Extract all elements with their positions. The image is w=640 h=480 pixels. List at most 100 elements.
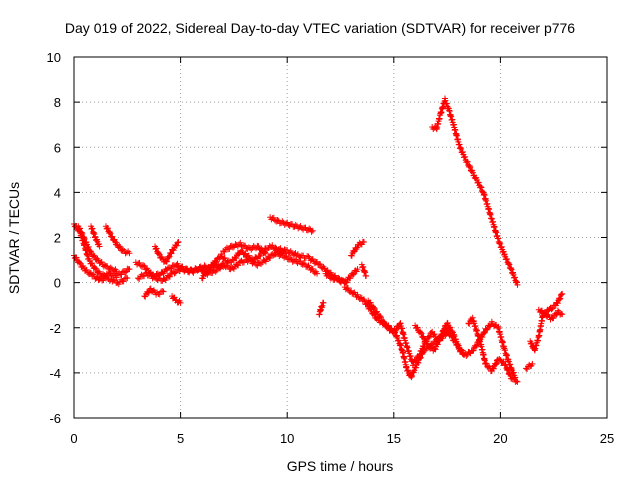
data-point: [107, 230, 114, 237]
series-track-c: [75, 223, 120, 275]
data-point: [118, 271, 125, 278]
series-track-w: [465, 314, 521, 385]
data-point: [175, 239, 182, 246]
data-point: [93, 265, 100, 272]
series-track-p: [316, 299, 327, 318]
x-tick-label: 15: [387, 431, 401, 446]
data-point: [528, 340, 535, 347]
data-point: [270, 214, 277, 221]
data-point: [472, 343, 479, 350]
y-tick-label: -4: [49, 366, 61, 381]
data-point: [559, 290, 566, 297]
data-point: [93, 237, 100, 244]
data-point: [377, 313, 384, 320]
data-point: [91, 253, 98, 260]
data-point: [160, 288, 167, 295]
data-point: [325, 271, 332, 278]
series-track-q: [322, 266, 361, 286]
data-point: [556, 296, 563, 303]
data-point: [86, 269, 93, 276]
data-point: [233, 255, 240, 262]
data-point: [317, 261, 324, 268]
series-track-m: [220, 239, 269, 257]
data-point: [258, 260, 265, 267]
data-point: [238, 247, 245, 254]
data-point: [136, 259, 143, 266]
series-track-b: [71, 252, 131, 288]
data-point: [424, 341, 431, 348]
series-track-z: [527, 290, 566, 354]
data-point: [120, 246, 127, 253]
data-point: [126, 266, 133, 273]
data-point: [408, 374, 415, 381]
series-track-i: [152, 239, 182, 265]
data-point: [501, 251, 508, 258]
data-point: [76, 259, 83, 266]
data-point: [513, 378, 520, 385]
data-point: [542, 310, 549, 317]
data-point: [557, 292, 564, 299]
data-point: [378, 314, 385, 321]
data-point: [117, 244, 124, 251]
data-point: [136, 275, 143, 282]
data-point: [262, 258, 269, 265]
data-point: [87, 248, 94, 255]
data-point: [473, 342, 480, 349]
y-tick-label: 0: [54, 276, 61, 291]
data-point: [417, 329, 424, 336]
data-point: [278, 247, 285, 254]
y-tick-label: -6: [49, 411, 61, 426]
data-point: [502, 361, 509, 368]
data-point: [410, 368, 417, 375]
data-point: [225, 263, 232, 270]
data-point: [558, 310, 565, 317]
data-point: [415, 354, 422, 361]
data-point: [262, 250, 269, 257]
data-point: [554, 300, 561, 307]
data-point: [287, 255, 294, 262]
series-track-aa: [535, 306, 566, 323]
data-point: [123, 249, 130, 256]
data-point: [500, 358, 507, 365]
data-point: [147, 285, 154, 292]
series-track-e: [102, 223, 133, 257]
data-point: [120, 278, 127, 285]
data-point: [414, 324, 421, 331]
data-point: [506, 371, 513, 378]
series-track-f: [132, 259, 212, 280]
data-point: [464, 158, 471, 165]
data-point: [309, 265, 316, 272]
data-point: [156, 291, 163, 298]
data-point: [367, 299, 374, 306]
data-point: [409, 372, 416, 379]
data-point: [554, 307, 561, 314]
data-point: [434, 341, 441, 348]
data-point: [418, 348, 425, 355]
data-point: [370, 304, 377, 311]
data-point: [348, 252, 355, 259]
data-point: [357, 294, 364, 301]
data-point: [477, 183, 484, 190]
data-point: [167, 249, 174, 256]
data-point: [165, 254, 172, 261]
data-point: [217, 265, 224, 272]
data-point: [267, 254, 274, 261]
data-point: [436, 337, 443, 344]
data-point: [469, 169, 476, 176]
data-point: [266, 242, 273, 249]
data-point: [85, 243, 92, 250]
data-point: [514, 281, 521, 288]
data-point: [425, 334, 432, 341]
data-point: [77, 225, 84, 232]
x-tick-label: 5: [177, 431, 184, 446]
data-point: [548, 306, 555, 313]
data-point: [409, 362, 416, 369]
data-point: [170, 247, 177, 254]
x-tick-label: 0: [70, 431, 77, 446]
data-point: [463, 353, 470, 360]
data-point: [459, 347, 466, 354]
data-point: [458, 145, 465, 152]
data-point: [437, 335, 444, 342]
data-point: [145, 290, 152, 297]
